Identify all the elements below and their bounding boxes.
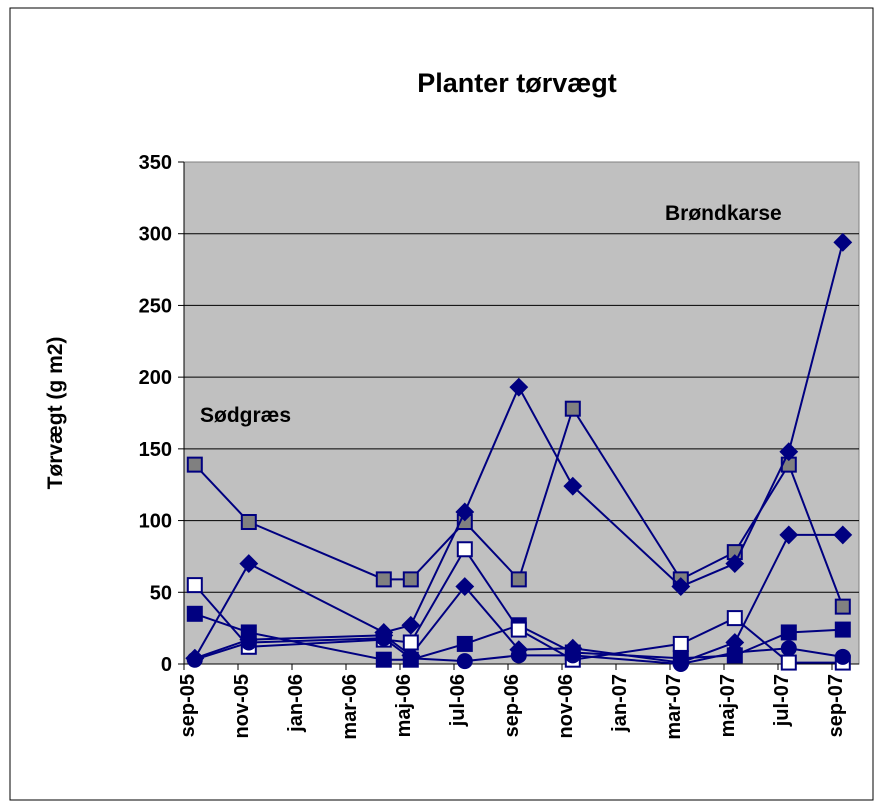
x-tick-label: maj-06 — [393, 674, 415, 737]
marker — [834, 598, 851, 615]
x-tick-label: jul-07 — [771, 674, 793, 727]
marker — [402, 634, 419, 651]
x-tick-label: sep-07 — [825, 674, 847, 737]
marker — [240, 514, 257, 531]
x-tick-label: jan-07 — [609, 674, 631, 733]
marker — [672, 635, 689, 652]
marker — [834, 621, 851, 638]
x-tick-label: sep-06 — [501, 674, 523, 737]
chart-title: Planter tørvægt — [417, 68, 617, 98]
marker — [509, 377, 529, 397]
x-tick-label: nov-06 — [555, 674, 577, 738]
y-axis-label: Tørvægt (g m2) — [44, 337, 67, 490]
marker — [401, 615, 421, 635]
marker — [456, 541, 473, 558]
y-tick-label: 100 — [139, 511, 172, 533]
marker — [672, 656, 689, 672]
x-tick-label: jan-06 — [285, 674, 307, 733]
marker — [239, 554, 259, 574]
x-tick-label: mar-06 — [339, 674, 361, 740]
y-tick-label: 0 — [161, 654, 172, 676]
marker — [780, 640, 797, 657]
marker — [186, 605, 203, 622]
y-tick-label: 150 — [139, 439, 172, 461]
marker — [186, 651, 203, 668]
marker — [510, 647, 527, 664]
marker — [402, 650, 419, 667]
annotation: Brøndkarse — [665, 202, 782, 225]
marker — [186, 577, 203, 594]
marker — [564, 647, 581, 664]
marker — [375, 651, 392, 668]
marker — [375, 630, 392, 647]
y-tick-label: 200 — [139, 367, 172, 389]
marker — [780, 624, 797, 641]
x-tick-label: mar-07 — [663, 674, 685, 740]
marker — [779, 442, 799, 462]
marker — [726, 610, 743, 627]
marker — [456, 635, 473, 652]
marker — [510, 571, 527, 588]
x-tick-label: jul-06 — [447, 674, 469, 727]
marker — [455, 502, 475, 522]
y-tick-label: 50 — [150, 582, 172, 604]
marker — [726, 644, 743, 661]
y-tick-label: 350 — [139, 152, 172, 174]
annotation: Sødgræs — [200, 404, 291, 427]
y-tick-label: 250 — [139, 295, 172, 317]
x-tick-label: maj-07 — [717, 674, 739, 737]
marker — [456, 653, 473, 670]
marker — [671, 577, 691, 596]
marker — [833, 525, 853, 545]
marker — [240, 634, 257, 651]
marker — [779, 525, 799, 545]
marker — [834, 648, 851, 665]
marker — [186, 456, 203, 473]
marker — [563, 476, 583, 496]
marker — [455, 577, 475, 596]
marker — [510, 621, 527, 638]
marker — [402, 571, 419, 588]
marker — [564, 400, 581, 417]
marker — [780, 654, 797, 671]
y-tick-label: 300 — [139, 224, 172, 246]
marker — [375, 571, 392, 588]
marker — [725, 554, 745, 574]
x-tick-label: sep-05 — [177, 674, 199, 737]
marker — [833, 232, 853, 252]
x-tick-label: nov-05 — [231, 674, 253, 738]
